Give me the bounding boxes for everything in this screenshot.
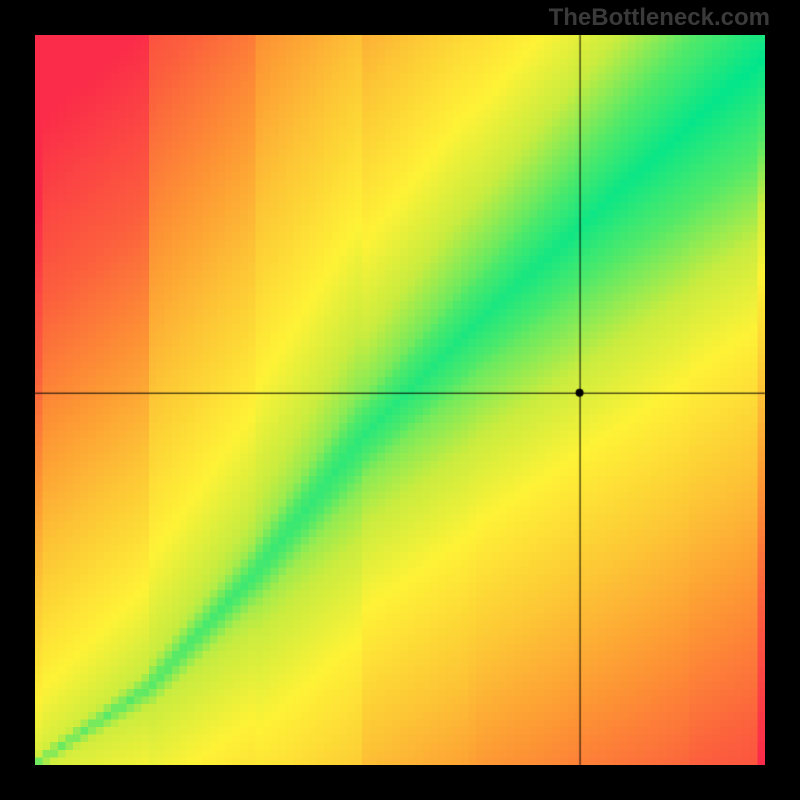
watermark-text: TheBottleneck.com	[549, 4, 770, 32]
crosshair-overlay	[0, 0, 800, 800]
chart-container: TheBottleneck.com	[0, 0, 800, 800]
